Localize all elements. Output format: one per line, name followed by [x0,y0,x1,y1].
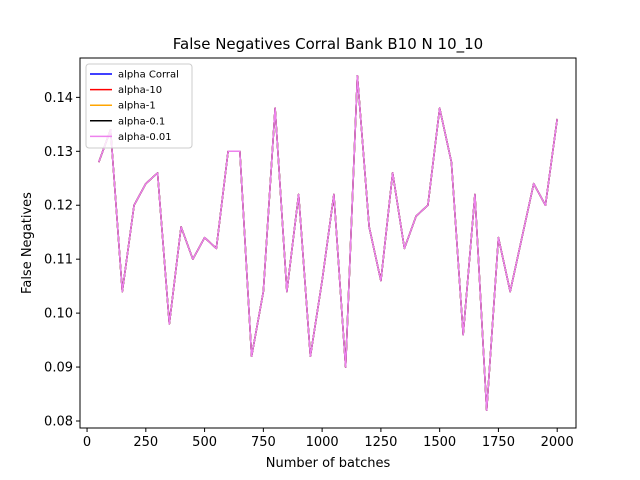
legend-label: alpha-0.1 [118,116,165,127]
legend-label: alpha-10 [118,85,162,96]
x-tick-label: 250 [133,435,158,450]
chart-title: False Negatives Corral Bank B10 N 10_10 [173,35,483,54]
legend-label: alpha-0.01 [118,132,172,143]
x-tick-label: 2000 [541,435,574,450]
axes-frame [79,57,577,429]
y-tick-label: 0.10 [44,307,73,322]
series-line-4 [98,75,558,411]
y-axis-title: False Negatives [20,192,35,294]
y-axis: 0.08 0.09 0.10 0.11 0.12 0.13 0.14 [44,91,80,429]
y-tick-label: 0.12 [44,199,73,214]
x-tick-label: 750 [251,435,276,450]
y-tick-label: 0.11 [44,253,73,268]
x-tick-label: 0 [83,435,91,450]
x-tick-label: 1750 [482,435,515,450]
x-tick-label: 1250 [364,435,397,450]
plot-area [98,75,558,411]
legend-label: alpha Corral [118,70,179,81]
x-tick-label: 1500 [423,435,456,450]
y-tick-label: 0.14 [44,91,73,106]
legend: alpha Corral alpha-10 alpha-1 alpha-0.1 alph… [85,63,193,149]
legend-box [85,63,193,149]
x-tick-label: 1000 [306,435,339,450]
x-axis: 0 250 500 750 1000 1250 1500 1750 2000 [83,428,574,450]
y-tick-label: 0.13 [44,145,73,160]
x-axis-title: Number of batches [266,456,391,471]
x-tick-label: 500 [192,435,217,450]
legend-label: alpha-1 [118,101,156,112]
y-tick-label: 0.08 [44,414,73,429]
y-tick-label: 0.09 [44,361,73,376]
